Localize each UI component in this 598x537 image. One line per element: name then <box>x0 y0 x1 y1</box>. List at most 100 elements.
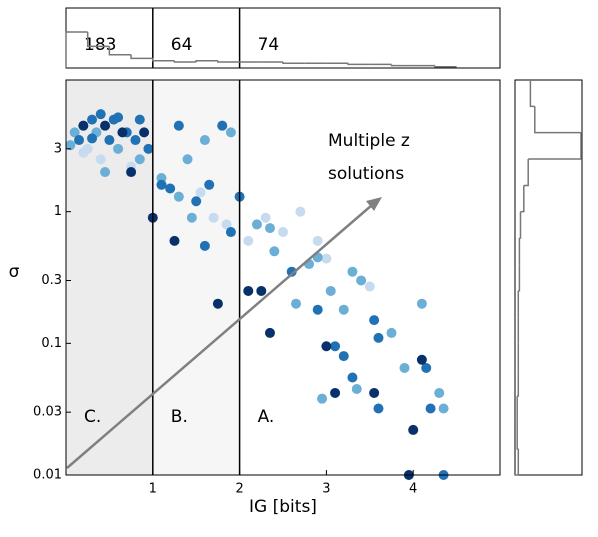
data-point <box>356 275 367 286</box>
histogram-bin <box>282 62 305 64</box>
data-point <box>269 246 280 257</box>
data-point <box>386 327 397 338</box>
data-point <box>325 285 336 296</box>
histogram-bin <box>65 31 88 68</box>
data-point <box>173 191 184 202</box>
data-point <box>104 135 115 146</box>
histogram-bin <box>390 64 414 67</box>
data-point <box>130 135 141 146</box>
data-point <box>373 403 384 414</box>
data-point <box>217 120 228 131</box>
data-point <box>256 285 267 296</box>
histogram-bin <box>515 448 520 476</box>
data-point <box>421 362 432 373</box>
data-point <box>416 354 427 365</box>
data-point <box>369 387 380 398</box>
data-point <box>87 114 98 125</box>
region-label: C. <box>84 407 101 427</box>
data-point <box>100 167 111 178</box>
data-point <box>78 120 89 131</box>
data-point <box>165 183 176 194</box>
data-point <box>243 285 254 296</box>
data-point <box>113 143 124 154</box>
y-tick-label: 1 <box>54 204 62 219</box>
data-point <box>338 351 349 362</box>
x-tick-label: 3 <box>322 482 330 497</box>
histogram-bin <box>519 211 522 239</box>
data-point <box>117 127 128 138</box>
data-point <box>169 235 180 246</box>
histogram-bin <box>529 80 535 108</box>
histogram-bin <box>517 369 520 397</box>
data-point <box>260 212 271 223</box>
histogram-bin <box>217 60 240 63</box>
arrow-head <box>366 197 382 211</box>
data-point <box>225 127 236 138</box>
data-point <box>65 140 76 151</box>
data-point <box>113 112 124 123</box>
data-point <box>364 281 375 292</box>
histogram-bin <box>518 264 521 292</box>
histogram-bin <box>130 54 153 60</box>
y-tick-label: 3 <box>54 141 62 156</box>
data-point <box>425 403 436 414</box>
region-label: A. <box>258 407 275 427</box>
data-point <box>212 298 223 309</box>
plot-frame <box>65 79 501 476</box>
data-point <box>434 387 445 398</box>
y-tick-label: 0.1 <box>41 336 62 351</box>
data-point <box>278 227 288 238</box>
region-count: 183 <box>84 35 116 55</box>
data-point <box>330 387 341 398</box>
region-count: 74 <box>258 35 280 55</box>
data-point <box>143 143 154 154</box>
histogram-bin <box>516 422 519 450</box>
annotation-line: Multiple z <box>328 131 410 151</box>
x-axis-label: IG [bits] <box>249 497 317 517</box>
histogram-bin <box>347 63 370 66</box>
data-point <box>100 120 111 131</box>
data-point <box>373 332 384 343</box>
histogram-bin <box>195 60 218 62</box>
data-point <box>295 206 306 217</box>
annotation-line: solutions <box>328 164 404 184</box>
data-point <box>78 147 89 158</box>
y-tick-label: 0.01 <box>33 468 62 483</box>
data-point <box>347 266 358 277</box>
histogram-bin <box>173 60 197 63</box>
data-point <box>221 219 232 230</box>
x-tick-label: 1 <box>149 482 157 497</box>
data-point <box>351 383 362 394</box>
histogram-bin <box>152 58 175 62</box>
data-point <box>134 114 145 125</box>
data-point <box>286 266 297 277</box>
region-shade <box>152 80 240 475</box>
data-point <box>182 154 193 165</box>
data-point <box>312 235 323 246</box>
data-point <box>291 298 302 309</box>
data-point <box>199 240 210 251</box>
data-point <box>156 179 167 190</box>
data-point <box>347 372 358 383</box>
data-point <box>199 135 210 146</box>
y-tick-label: 0.3 <box>41 273 62 288</box>
data-point <box>134 154 145 165</box>
data-point <box>74 135 85 146</box>
data-point <box>264 327 275 338</box>
data-point <box>195 187 206 198</box>
arrow-line <box>66 204 373 469</box>
data-point <box>126 167 137 178</box>
histogram-bin <box>434 65 457 68</box>
right-hist-frame <box>514 79 583 476</box>
data-point <box>416 298 427 309</box>
data-point <box>399 362 410 373</box>
data-point <box>173 120 184 131</box>
data-point <box>87 133 98 144</box>
region-count: 64 <box>171 35 193 55</box>
data-point <box>243 235 254 246</box>
data-point <box>369 315 380 326</box>
data-point <box>330 341 341 352</box>
data-point <box>139 127 150 138</box>
data-point <box>225 227 236 238</box>
